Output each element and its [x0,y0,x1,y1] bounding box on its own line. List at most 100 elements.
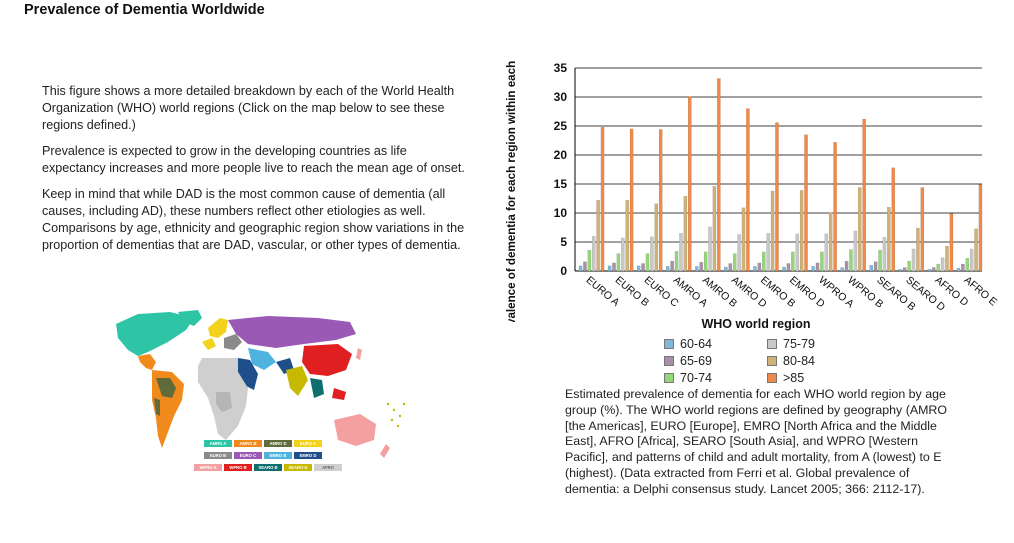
map-region-emro-d [238,358,258,390]
map-legend-key: WPRO B [224,464,252,471]
chart-bar [940,257,945,272]
chart-bar [650,236,654,272]
legend-swatch [664,339,674,349]
chart-y-tick-label: 0 [560,264,567,278]
chart-y-tick-label: 20 [554,148,568,162]
chart-bar [600,127,605,272]
map-legend-key: AMRO A [204,440,232,447]
legend-label: 70-74 [680,371,712,385]
chart-y-tick-label: 15 [554,177,568,191]
chart-bar [945,245,949,272]
chart-bar [833,142,837,272]
chart-y-tick-label: 10 [554,206,568,220]
chart-bar [636,265,641,272]
map-region-euro-b [224,334,242,350]
map-pacific-islands [386,402,406,428]
chart-bar [616,253,621,272]
chart-bar [670,260,674,272]
chart-bar [911,248,916,272]
map-region-afro-dark [216,392,232,412]
world-map-image[interactable] [98,308,410,486]
chart-y-tick-label: 35 [554,61,568,75]
intro-paragraph-etiologies: Keep in mind that while DAD is the most … [42,187,465,252]
map-region-wpro-b-islands [332,388,346,400]
chart-x-axis-label: WHO world region [701,317,810,331]
chart-bar [699,262,703,272]
chart-bar [596,200,600,272]
chart-bar [741,207,746,272]
chart-bar [840,267,844,272]
chart-bar [766,233,770,272]
legend-item: >85 [767,371,804,385]
chart-bar [844,260,849,272]
legend-swatch [767,373,777,383]
prevalence-chart: 0 5 10 15 20 25 30 35 EURO A EURO B EURO C AMRO A AM… [500,58,1000,338]
map-legend-key: SEARO B [254,464,282,471]
chart-bar [956,267,961,272]
chart-bar [724,266,728,272]
chart-bar [969,248,974,272]
chart-bar [932,267,936,272]
chart-bar [853,230,858,272]
chart-bar [815,262,820,272]
chart-bar [757,262,762,272]
chart-bar [873,261,878,272]
intro-paragraph-growth: Prevalence is expected to grow in the de… [42,144,465,175]
chart-bar [654,203,659,272]
legend-item: 75-79 [767,337,815,351]
chart-bar [828,212,833,272]
chart-bar [927,269,932,272]
map-region-australia [334,414,376,446]
chart-bar [629,128,634,272]
legend-item: 65-69 [664,354,712,368]
legend-item: 80-84 [767,354,815,368]
map-legend-key: EURO A [294,440,322,447]
chart-y-axis-label-wrap: Estimated prevalence of dementia for eac… [504,0,532,402]
chart-bar [936,263,940,272]
chart-y-tick-label: 5 [560,235,567,249]
chart-bar [712,186,717,272]
chart-bar [949,213,954,272]
legend-label: 60-64 [680,337,712,351]
legend-item: 60-64 [664,337,712,351]
map-region-wpro-b [302,344,352,376]
chart-bar [811,266,815,272]
chart-bar [887,207,891,272]
map-region-andes [154,398,160,416]
map-legend-key: AFRO [314,464,342,471]
map-region-south-america-d [156,378,176,398]
chart-bar [625,200,629,272]
chart-y-tick-label: 30 [554,90,568,104]
chart-bar [824,233,829,272]
chart-bar [858,187,862,272]
chart-bar [916,227,920,272]
chart-y-axis-label-svg: Estimated prevalence of dementia for eac… [505,0,518,402]
chart-bar [978,184,983,272]
chart-bar [587,249,592,272]
chart-bar [674,251,679,272]
chart-bar [583,261,587,272]
chart-bar [961,263,965,272]
map-legend-key: EURO C [234,452,262,459]
who-region-map[interactable]: AMRO A AMRO B AMRO D EURO A EURO B EURO C EMRO… [98,308,410,486]
chart-y-axis-label: Estimated prevalence of dementia for eac… [505,60,518,322]
chart-bar [732,253,737,272]
chart-bar [849,249,853,272]
map-legend-key: AMRO B [234,440,262,447]
chart-bar [862,118,866,272]
map-region-euro-a [208,318,228,338]
chart-bar [717,78,721,272]
chart-bar [974,228,978,272]
chart-bar [795,233,799,272]
page-title: Prevalence of Dementia Worldwide [24,2,265,18]
chart-bar [791,251,795,272]
chart-bar [820,251,824,272]
chart-bar [907,260,911,272]
chart-bar [708,226,712,272]
chart-y-tick-label: 25 [554,119,568,133]
legend-label: >85 [783,371,805,385]
map-region-new-zealand [380,444,390,458]
chart-bar [902,267,907,272]
chart-bar [775,122,779,272]
